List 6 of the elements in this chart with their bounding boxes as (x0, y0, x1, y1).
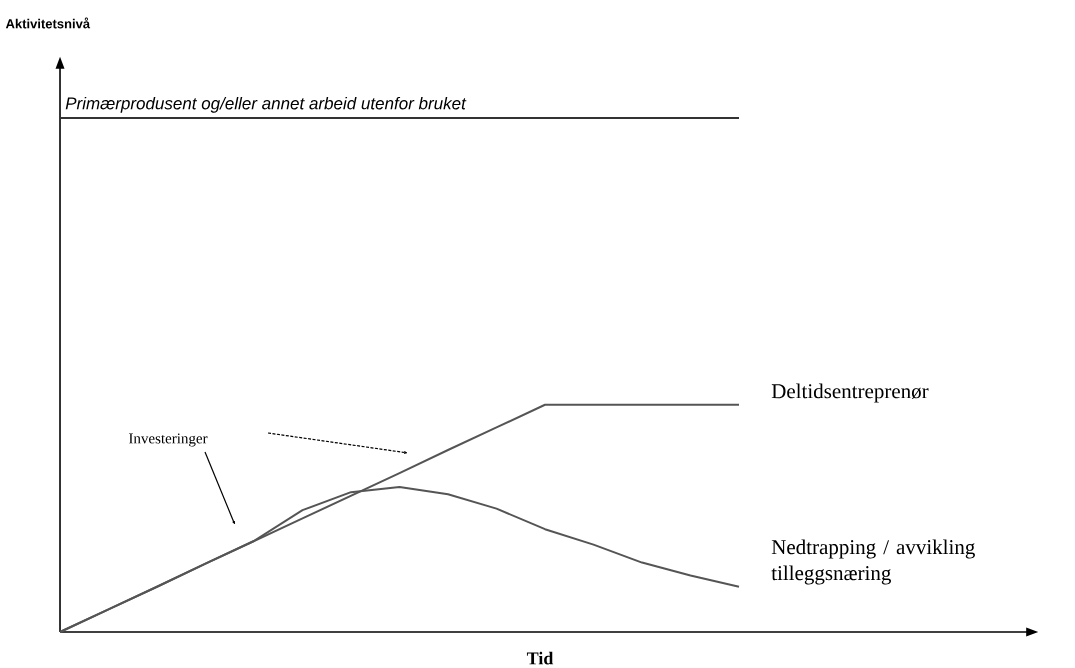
text: Aktivitetsnivå (5, 17, 91, 29)
series-label: Nedtrapping / avvikling tilleggsnæring (771, 539, 975, 585)
x-axis-title: Tid (526, 651, 554, 665)
series-label: Deltidsentreprenør (771, 383, 929, 403)
series-label: Primærprodusent og/eller annet arbeid utenfor bruket (65, 96, 467, 113)
annotation: Investeringer (128, 433, 208, 447)
